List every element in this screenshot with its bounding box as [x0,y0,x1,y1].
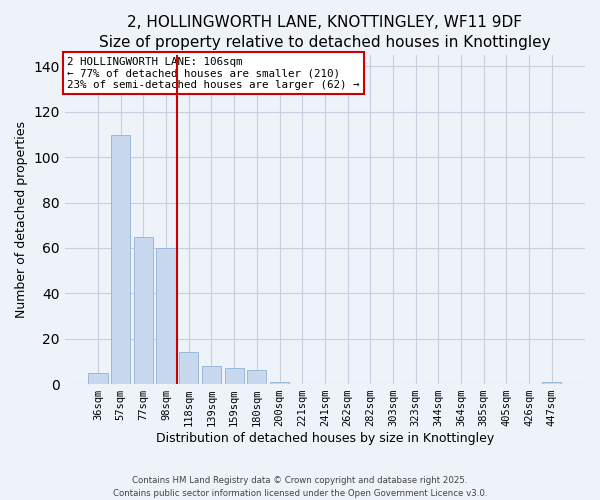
Bar [542,382,562,384]
Bar [202,366,221,384]
Bar [179,352,199,384]
Text: Contains HM Land Registry data © Crown copyright and database right 2025.
Contai: Contains HM Land Registry data © Crown c… [113,476,487,498]
Bar [88,372,108,384]
Bar [247,370,266,384]
Text: 2 HOLLINGWORTH LANE: 106sqm
← 77% of detached houses are smaller (210)
23% of se: 2 HOLLINGWORTH LANE: 106sqm ← 77% of det… [67,57,360,90]
Bar [111,134,130,384]
Bar [157,248,176,384]
Y-axis label: Number of detached properties: Number of detached properties [15,121,28,318]
Bar [224,368,244,384]
Title: 2, HOLLINGWORTH LANE, KNOTTINGLEY, WF11 9DF
Size of property relative to detache: 2, HOLLINGWORTH LANE, KNOTTINGLEY, WF11 … [99,15,551,50]
X-axis label: Distribution of detached houses by size in Knottingley: Distribution of detached houses by size … [156,432,494,445]
Bar [134,236,153,384]
Bar [270,382,289,384]
